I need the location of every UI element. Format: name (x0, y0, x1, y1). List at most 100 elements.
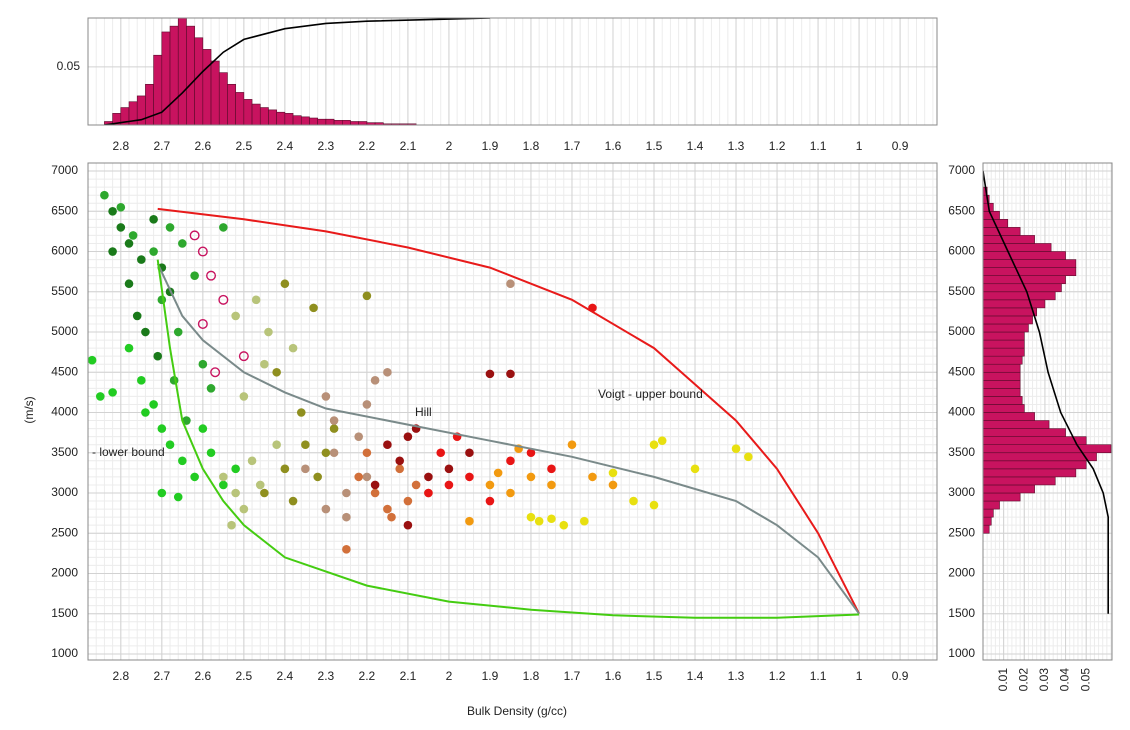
scatter-point (206, 270, 217, 281)
scatter-point (88, 355, 97, 365)
y-tick-label: 0.05 (57, 59, 81, 73)
histogram-bar (259, 107, 269, 125)
scatter-point (247, 456, 257, 466)
y-tick-label: 4500 (948, 364, 975, 378)
histogram-bar (983, 307, 1037, 317)
x-tick-label: 1.9 (482, 139, 499, 153)
x-tick-label: 2.1 (400, 669, 417, 683)
scatter-point (173, 327, 183, 337)
scatter-point (272, 440, 281, 450)
scatter-point (206, 448, 216, 458)
histogram-bar (983, 355, 1023, 365)
scatter-point (506, 279, 515, 289)
scatter-point (465, 448, 474, 458)
histogram-bar (983, 436, 1087, 446)
histogram-bar (983, 315, 1033, 325)
x-tick-label: 0.03 (1037, 668, 1051, 692)
y-tick-label: 6000 (51, 244, 78, 258)
histogram-bar (358, 121, 368, 125)
y-tick-label: 2500 (51, 525, 78, 539)
plot-marks (88, 190, 860, 619)
histogram-bar (983, 452, 1097, 462)
y-tick-label: 4000 (51, 405, 78, 419)
histogram-bar (300, 116, 310, 125)
histogram-bar (983, 524, 990, 534)
scatter-point (444, 480, 454, 490)
scatter-point (465, 472, 474, 482)
y-tick-label: 6500 (948, 203, 975, 217)
scatter-point (362, 472, 372, 482)
scatter-point (465, 516, 474, 526)
scatter-point (395, 456, 405, 466)
scatter-point (559, 520, 569, 530)
histogram-bar (276, 111, 286, 125)
x-tick-label: 2.7 (153, 139, 170, 153)
scatter-point (218, 294, 229, 305)
scatter-point (157, 488, 167, 498)
grid (87, 18, 937, 125)
histogram-bar (145, 83, 154, 125)
scatter-point (370, 480, 380, 490)
histogram-bar (194, 37, 204, 125)
scatter-point (485, 480, 495, 490)
histogram-bar (983, 275, 1066, 285)
scatter-point (608, 480, 618, 490)
histogram-bar (983, 331, 1025, 341)
scatter-point (231, 311, 240, 321)
x-tick-label: 2.3 (318, 669, 335, 683)
scatter-point (178, 239, 187, 248)
bars (983, 170, 1112, 614)
y-tick-label: 2000 (948, 566, 975, 580)
x-tick-label: 2.6 (194, 139, 211, 153)
scatter-point (383, 504, 392, 514)
histogram-bar (218, 72, 228, 125)
scatter-point (629, 496, 638, 506)
x-tick-label: 0.9 (892, 139, 909, 153)
x-tick-label: 0.02 (1016, 668, 1030, 692)
x-tick-label: 2.3 (318, 139, 335, 153)
scatter-point (387, 512, 396, 522)
y-tick-label: 6500 (51, 203, 78, 217)
histogram-bar (268, 109, 277, 125)
scatter-point (165, 223, 175, 232)
histogram-bar (177, 18, 187, 125)
bars (104, 18, 490, 125)
x-tick-label: 1.4 (687, 669, 704, 683)
x-tick-label: 2 (446, 139, 453, 153)
scatter-point (649, 440, 659, 450)
scatter-point (239, 504, 249, 514)
histogram-bar (983, 323, 1029, 333)
x-tick-label: 1 (856, 669, 863, 683)
scatter-point (260, 359, 269, 369)
scatter-point (206, 384, 216, 393)
histogram-bar (983, 516, 992, 526)
histogram-bar (333, 120, 343, 125)
scatter-point (588, 472, 597, 482)
histogram-bar (983, 396, 1023, 405)
scatter-point (137, 255, 146, 264)
histogram-bar (983, 444, 1112, 454)
x-tick-label: 1.7 (564, 669, 581, 683)
y-tick-label: 3500 (948, 445, 975, 459)
scatter-point (132, 311, 142, 321)
histogram-bar (983, 388, 1021, 397)
scatter-point (198, 359, 208, 369)
y-tick-label: 5500 (51, 284, 78, 298)
histogram-bar (983, 227, 1021, 236)
scatter-point (231, 464, 240, 474)
y-tick-label: 3000 (51, 485, 78, 499)
histogram-bar (983, 492, 1021, 502)
x-tick-label: 1.9 (482, 669, 499, 683)
scatter-point (210, 367, 221, 378)
scatter-point (301, 464, 310, 474)
scatter-point (149, 215, 158, 224)
scatter-point (165, 440, 175, 450)
x-tick-label: 2.2 (359, 669, 376, 683)
histogram-bar (983, 476, 1056, 486)
x-tick-label: 1.6 (605, 669, 622, 683)
x-tick-label: 1.5 (646, 139, 663, 153)
histogram-bar (243, 99, 253, 125)
histogram-bar (325, 118, 335, 125)
y-tick-label: 3000 (948, 485, 975, 499)
x-tick-label: 1.5 (646, 669, 663, 683)
